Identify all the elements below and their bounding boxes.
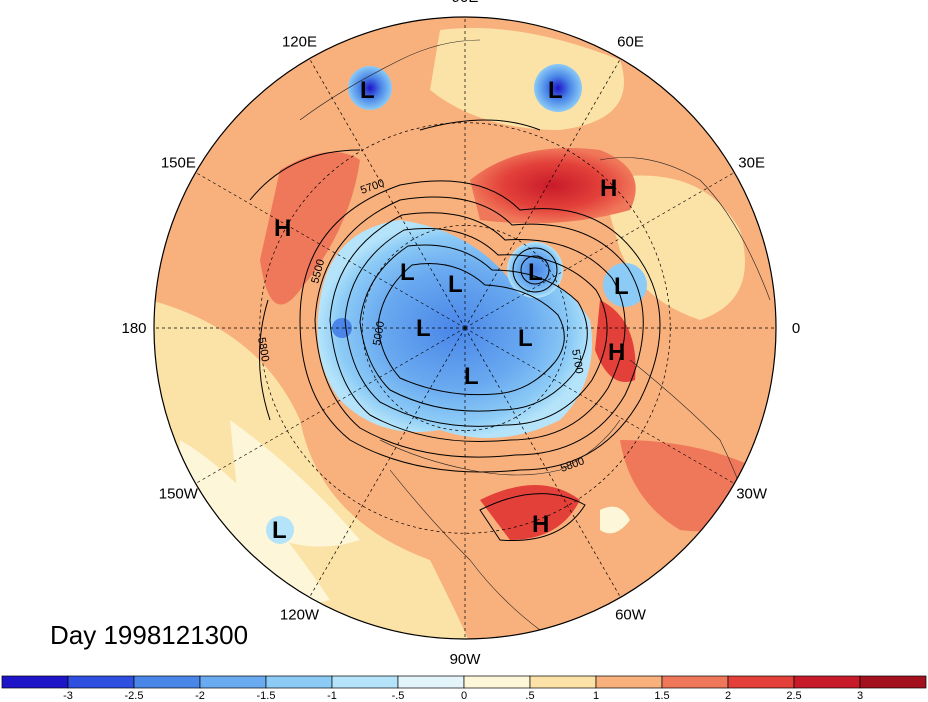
colorbar-swatch <box>859 675 927 689</box>
pressure-markers: L L H H L L L L L L H L H L <box>272 77 629 544</box>
longitude-label: 150W <box>159 486 199 503</box>
high-marker: H <box>532 511 549 538</box>
latitude-circle <box>259 122 671 534</box>
colorbar-tick-label: 2 <box>725 690 731 702</box>
colorbar-swatch <box>199 675 267 689</box>
colorbar-tick-label: -.5 <box>392 690 405 702</box>
low-marker: L <box>400 259 415 286</box>
colorbar-tick-label: -1.5 <box>257 690 276 702</box>
colorbar-swatch <box>463 675 531 689</box>
colorbar-swatch <box>793 675 861 689</box>
meridian-line <box>464 172 735 329</box>
colorbar-tick-label: 1.5 <box>654 690 669 702</box>
low-marker: L <box>518 325 533 352</box>
colorbar-swatch <box>133 675 201 689</box>
high-marker: H <box>600 175 617 202</box>
low-marker: L <box>360 77 375 104</box>
colorbar-swatch <box>67 675 135 689</box>
low-marker: L <box>528 259 543 286</box>
meridian-line <box>309 327 466 598</box>
colorbar-swatch <box>397 675 465 689</box>
map-boundary <box>153 16 777 640</box>
low-marker: L <box>464 363 479 390</box>
contour-labels: 5700 5500 5800 5000 5700 5800 <box>255 177 586 475</box>
colorbar-swatch <box>529 675 597 689</box>
colorbar-tick-label: -3 <box>63 690 73 702</box>
colorbar-swatch <box>727 675 795 689</box>
colorbar-swatch <box>661 675 729 689</box>
colorbar-tick-label: .5 <box>525 690 534 702</box>
longitude-label: 90E <box>452 0 479 6</box>
colorbar-tick-label: -2 <box>195 690 205 702</box>
colorbar-swatch <box>595 675 663 689</box>
low-marker: L <box>416 315 431 342</box>
low-marker: L <box>272 517 287 544</box>
longitude-label: 60W <box>615 607 647 624</box>
colorbar-tick-label: 3 <box>857 690 863 702</box>
colorbar-swatch <box>331 675 399 689</box>
colorbar: -3 -2.5 -2 -1.5 -1 -.5 0 .5 1 1.5 2 2.5 3 <box>1 675 927 702</box>
meridian-line <box>464 58 621 329</box>
meridian-line <box>464 327 735 484</box>
meridian-line <box>195 327 466 484</box>
contour-label: 5700 <box>569 348 585 374</box>
longitude-label: 120E <box>282 33 317 50</box>
height-contours <box>249 119 661 542</box>
colorbar-swatch <box>265 675 333 689</box>
contour-label: 5800 <box>255 336 271 362</box>
graticule <box>154 17 776 639</box>
colorbar-tick-label: 1 <box>593 690 599 702</box>
meridian-line <box>464 327 621 598</box>
longitude-label: 180 <box>121 320 146 337</box>
longitude-label: 150E <box>161 155 196 172</box>
low-marker: L <box>548 77 563 104</box>
low-marker: L <box>448 271 463 298</box>
high-marker: H <box>608 339 625 366</box>
colorbar-tick-label: 2.5 <box>786 690 801 702</box>
longitude-label: 120W <box>280 607 320 624</box>
longitude-label: 30W <box>736 486 768 503</box>
latitude-circle <box>362 225 568 431</box>
meridian-line <box>195 172 466 329</box>
high-marker: H <box>274 215 291 242</box>
date-label: Day 1998121300 <box>50 620 249 650</box>
longitude-label: 30E <box>738 155 765 172</box>
contour-label: 5000 <box>371 320 387 346</box>
colorbar-tick-label: 0 <box>461 690 467 702</box>
low-marker: L <box>614 273 629 300</box>
colorbar-tick-label: -1 <box>327 690 337 702</box>
longitude-label: 60E <box>617 33 644 50</box>
colorbar-swatch <box>1 675 69 689</box>
longitude-labels: 90E 60E 30E 0 30W 60W 90W 120W 150W 180 150E 120E <box>121 0 800 668</box>
coastlines <box>299 39 771 631</box>
longitude-label: 90W <box>450 651 482 668</box>
meridian-line <box>309 58 466 329</box>
colorbar-tick-label: -2.5 <box>125 690 144 702</box>
longitude-label: 0 <box>792 320 800 337</box>
